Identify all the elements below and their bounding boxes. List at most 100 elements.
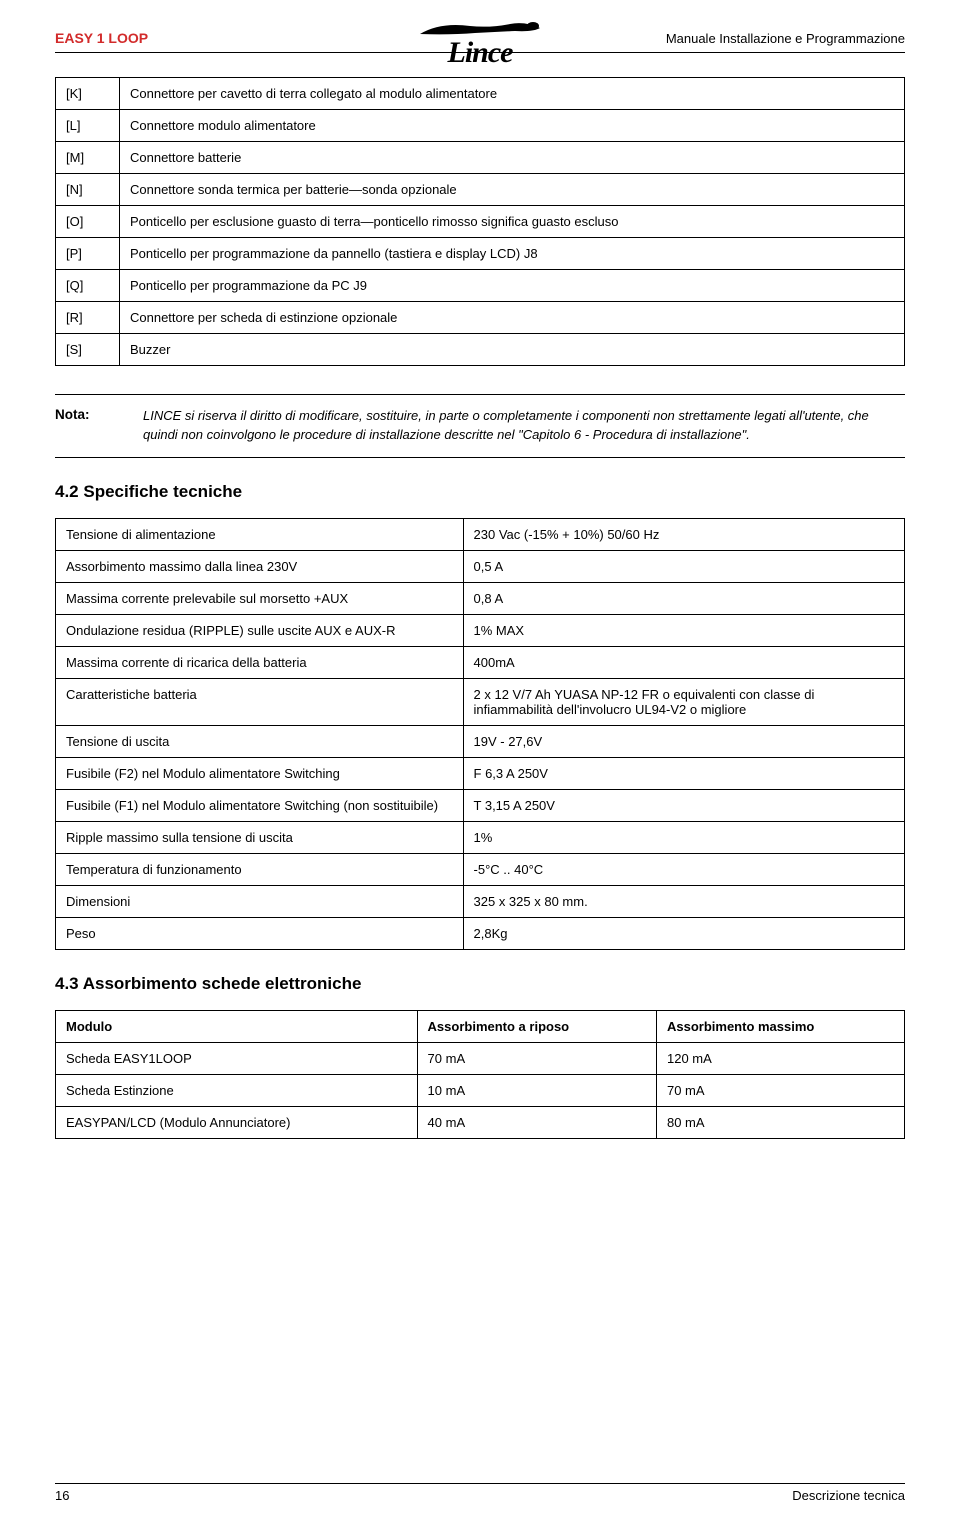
spec-value: 1% [463, 821, 904, 853]
table-row: Caratteristiche batteria2 x 12 V/7 Ah YU… [56, 678, 905, 725]
spec-value: 230 Vac (-15% + 10%) 50/60 Hz [463, 518, 904, 550]
footer-section: Descrizione tecnica [792, 1488, 905, 1503]
table-row: Temperatura di funzionamento-5°C .. 40°C [56, 853, 905, 885]
page-header: EASY 1 LOOP Lince Manuale Installazione … [55, 30, 905, 53]
header-title-left: EASY 1 LOOP [55, 30, 148, 46]
connector-code: [M] [56, 142, 120, 174]
spec-value: 19V - 27,6V [463, 725, 904, 757]
col-modulo: Modulo [56, 1010, 418, 1042]
table-row: Ondulazione residua (RIPPLE) sulle uscit… [56, 614, 905, 646]
col-massimo: Assorbimento massimo [656, 1010, 904, 1042]
section-4-3-title: 4.3 Assorbimento schede elettroniche [55, 974, 905, 994]
table-row: [K]Connettore per cavetto di terra colle… [56, 78, 905, 110]
spec-name: Ripple massimo sulla tensione di uscita [56, 821, 464, 853]
idle-current: 70 mA [417, 1042, 656, 1074]
table-row: [P]Ponticello per programmazione da pann… [56, 238, 905, 270]
table-row: [L]Connettore modulo alimentatore [56, 110, 905, 142]
spec-name: Massima corrente prelevabile sul morsett… [56, 582, 464, 614]
connector-desc: Ponticello per programmazione da pannell… [120, 238, 905, 270]
absorption-table: Modulo Assorbimento a riposo Assorbiment… [55, 1010, 905, 1139]
table-row: [S]Buzzer [56, 334, 905, 366]
connector-code: [N] [56, 174, 120, 206]
header-title-right: Manuale Installazione e Programmazione [666, 31, 905, 46]
table-row: Peso2,8Kg [56, 917, 905, 949]
spec-value: 0,8 A [463, 582, 904, 614]
spec-name: Fusibile (F2) nel Modulo alimentatore Sw… [56, 757, 464, 789]
spec-value: 400mA [463, 646, 904, 678]
idle-current: 40 mA [417, 1106, 656, 1138]
lince-panther-icon [415, 18, 545, 38]
spec-value: 2,8Kg [463, 917, 904, 949]
module-name: Scheda EASY1LOOP [56, 1042, 418, 1074]
spec-value: -5°C .. 40°C [463, 853, 904, 885]
spec-name: Caratteristiche batteria [56, 678, 464, 725]
connectors-table: [K]Connettore per cavetto di terra colle… [55, 77, 905, 366]
logo-text: Lince [448, 38, 513, 68]
spec-name: Tensione di uscita [56, 725, 464, 757]
spec-value: F 6,3 A 250V [463, 757, 904, 789]
connector-code: [P] [56, 238, 120, 270]
spec-value: 1% MAX [463, 614, 904, 646]
module-name: EASYPAN/LCD (Modulo Annunciatore) [56, 1106, 418, 1138]
spec-name: Tensione di alimentazione [56, 518, 464, 550]
table-row: Scheda Estinzione10 mA70 mA [56, 1074, 905, 1106]
connector-code: [Q] [56, 270, 120, 302]
connector-code: [O] [56, 206, 120, 238]
spec-value: 325 x 325 x 80 mm. [463, 885, 904, 917]
page-number: 16 [55, 1488, 69, 1503]
spec-value: 0,5 A [463, 550, 904, 582]
table-row: Massima corrente prelevabile sul morsett… [56, 582, 905, 614]
col-riposo: Assorbimento a riposo [417, 1010, 656, 1042]
max-current: 120 mA [656, 1042, 904, 1074]
note-body: LINCE si riserva il diritto di modificar… [143, 407, 905, 445]
connector-code: [L] [56, 110, 120, 142]
module-name: Scheda Estinzione [56, 1074, 418, 1106]
connector-desc: Connettore per scheda di estinzione opzi… [120, 302, 905, 334]
table-row: Fusibile (F1) nel Modulo alimentatore Sw… [56, 789, 905, 821]
connector-code: [R] [56, 302, 120, 334]
spec-name: Ondulazione residua (RIPPLE) sulle uscit… [56, 614, 464, 646]
connector-desc: Connettore batterie [120, 142, 905, 174]
connector-desc: Ponticello per esclusione guasto di terr… [120, 206, 905, 238]
spec-value: T 3,15 A 250V [463, 789, 904, 821]
connector-code: [K] [56, 78, 120, 110]
connector-desc: Ponticello per programmazione da PC J9 [120, 270, 905, 302]
max-current: 70 mA [656, 1074, 904, 1106]
table-row: [Q]Ponticello per programmazione da PC J… [56, 270, 905, 302]
spec-value: 2 x 12 V/7 Ah YUASA NP-12 FR o equivalen… [463, 678, 904, 725]
spec-name: Fusibile (F1) nel Modulo alimentatore Sw… [56, 789, 464, 821]
table-row: EASYPAN/LCD (Modulo Annunciatore)40 mA80… [56, 1106, 905, 1138]
table-row: [O]Ponticello per esclusione guasto di t… [56, 206, 905, 238]
max-current: 80 mA [656, 1106, 904, 1138]
table-row: Scheda EASY1LOOP70 mA120 mA [56, 1042, 905, 1074]
connector-desc: Connettore modulo alimentatore [120, 110, 905, 142]
spec-name: Temperatura di funzionamento [56, 853, 464, 885]
spec-name: Assorbimento massimo dalla linea 230V [56, 550, 464, 582]
specs-table: Tensione di alimentazione230 Vac (-15% +… [55, 518, 905, 950]
table-row: Dimensioni325 x 325 x 80 mm. [56, 885, 905, 917]
table-row: Assorbimento massimo dalla linea 230V0,5… [56, 550, 905, 582]
table-row: Fusibile (F2) nel Modulo alimentatore Sw… [56, 757, 905, 789]
spec-name: Dimensioni [56, 885, 464, 917]
table-row: Massima corrente di ricarica della batte… [56, 646, 905, 678]
logo: Lince [415, 18, 545, 68]
table-row: Ripple massimo sulla tensione di uscita1… [56, 821, 905, 853]
table-header-row: Modulo Assorbimento a riposo Assorbiment… [56, 1010, 905, 1042]
connector-desc: Connettore sonda termica per batterie—so… [120, 174, 905, 206]
note-block: Nota: LINCE si riserva il diritto di mod… [55, 394, 905, 458]
note-label: Nota: [55, 407, 115, 445]
table-row: Tensione di alimentazione230 Vac (-15% +… [56, 518, 905, 550]
table-row: Tensione di uscita19V - 27,6V [56, 725, 905, 757]
table-row: [M]Connettore batterie [56, 142, 905, 174]
page: EASY 1 LOOP Lince Manuale Installazione … [0, 0, 960, 1527]
table-row: [N]Connettore sonda termica per batterie… [56, 174, 905, 206]
connector-code: [S] [56, 334, 120, 366]
section-4-2-title: 4.2 Specifiche tecniche [55, 482, 905, 502]
page-footer: 16 Descrizione tecnica [55, 1483, 905, 1503]
connector-desc: Connettore per cavetto di terra collegat… [120, 78, 905, 110]
spec-name: Massima corrente di ricarica della batte… [56, 646, 464, 678]
spec-name: Peso [56, 917, 464, 949]
table-row: [R]Connettore per scheda di estinzione o… [56, 302, 905, 334]
connector-desc: Buzzer [120, 334, 905, 366]
idle-current: 10 mA [417, 1074, 656, 1106]
